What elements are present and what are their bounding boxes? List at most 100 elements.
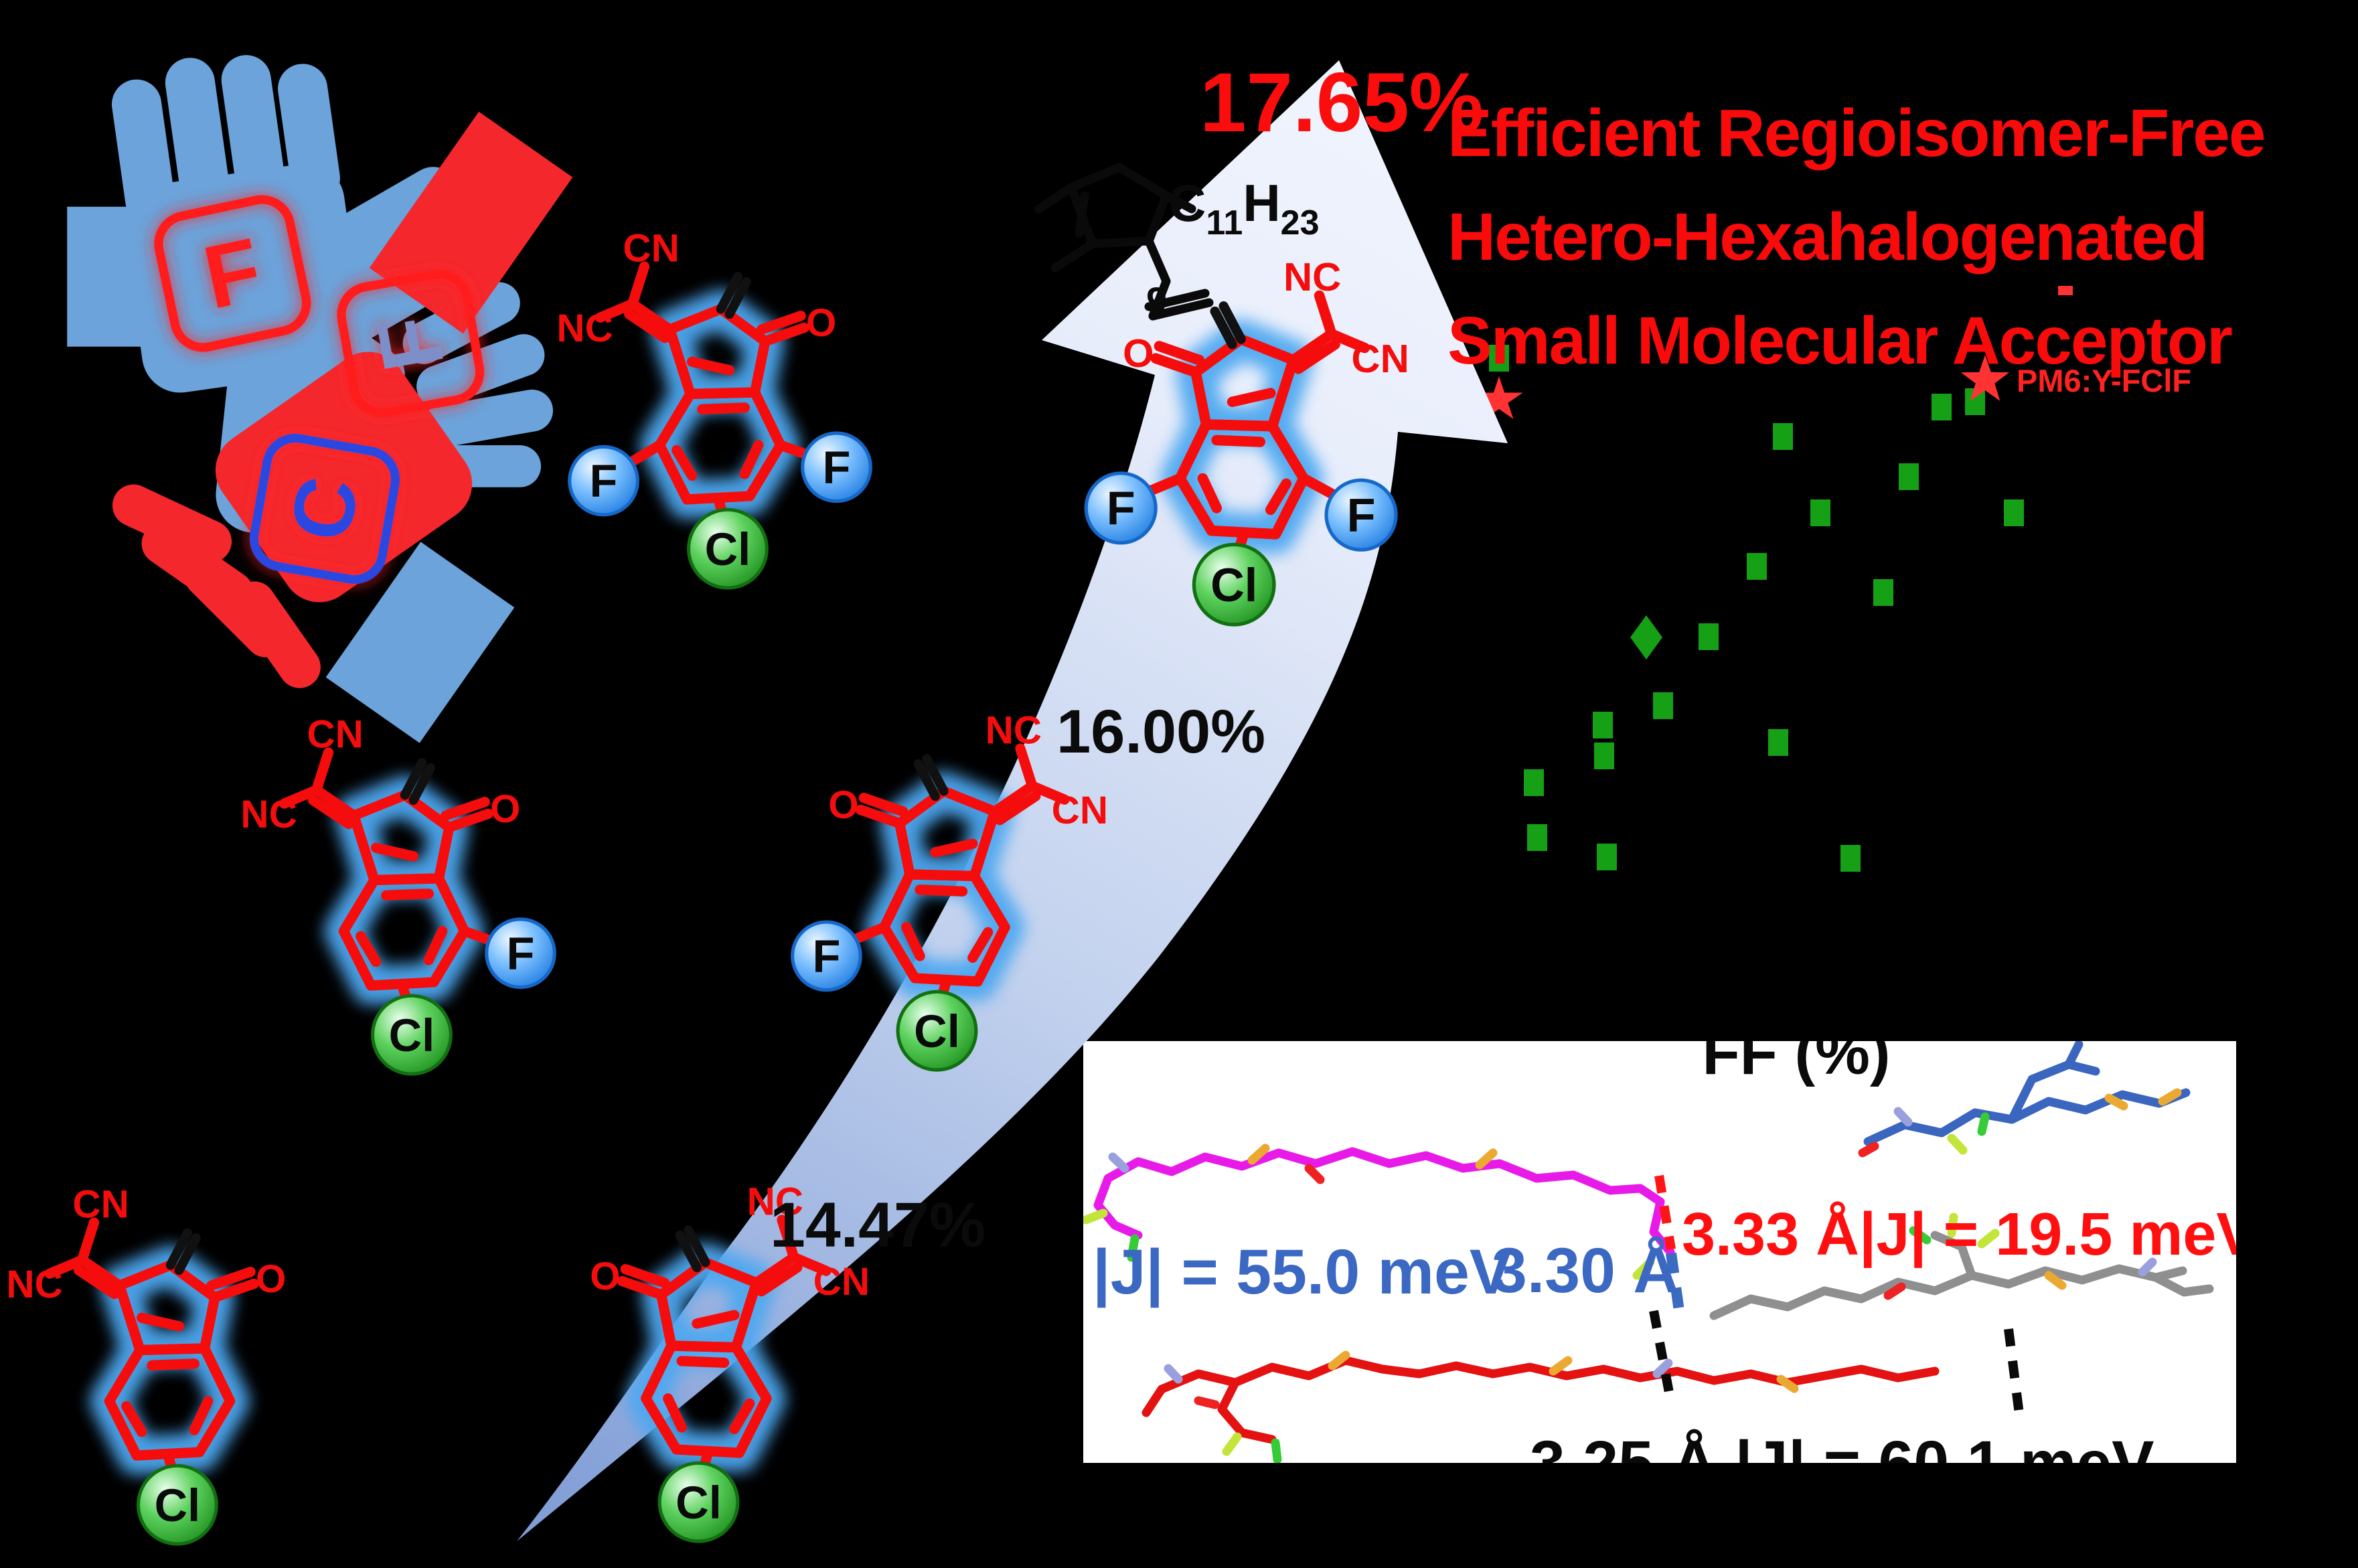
o-label: O bbox=[1123, 331, 1154, 376]
cn-label: CN bbox=[307, 712, 363, 756]
structure-fcl: F Cl CN NC O bbox=[240, 712, 556, 1076]
title-line-2: Hetero-Hexahalogenated bbox=[1447, 200, 2207, 275]
structure-cl: Cl CN NC O bbox=[6, 1182, 286, 1546]
nc-label: NC bbox=[240, 793, 297, 836]
title-line-3: Small Molecular Acceptor bbox=[1447, 303, 2232, 378]
atom-badge-cl bbox=[657, 1461, 740, 1543]
acceptor-donor-core bbox=[1034, 163, 1214, 321]
structure-ffcl-on-arrow: F F Cl NC CN O bbox=[1084, 254, 1409, 627]
scatter-marker-square bbox=[1899, 463, 1919, 490]
atom-badge-cl bbox=[686, 507, 769, 590]
atom-badge-cl-label: Cl bbox=[914, 1006, 960, 1057]
inset-coupling-red: 3.33 Å|J| = 19.5 meV bbox=[1682, 1201, 2256, 1269]
packing-inset-content: FF (%) |J| = 55.0 meV 3.30 Å 3.33 Å|J| =… bbox=[1083, 1019, 2256, 1499]
structure-fcl-mirrored: F Cl NC CN O bbox=[791, 708, 1108, 1072]
atom-badge-cl-label: Cl bbox=[705, 524, 751, 575]
atom-badge-cl bbox=[1192, 542, 1276, 627]
inset-coupling-blue: |J| = 55.0 meV bbox=[1093, 1237, 1512, 1308]
atom-badge-f bbox=[791, 920, 862, 992]
handshake-illustration: F F C bbox=[67, 55, 573, 743]
scatter-marker-square bbox=[1810, 499, 1830, 526]
inset-axis-label: FF (%) bbox=[1702, 1019, 1890, 1087]
pce-label-2: 16.00% bbox=[1056, 698, 1265, 766]
o-label: O bbox=[490, 787, 520, 831]
o-label: O bbox=[828, 783, 858, 827]
scatter-marker-square bbox=[1489, 345, 1509, 372]
pi-contact-red-dash bbox=[1654, 1174, 1676, 1251]
structure-ffcl: F F Cl CN NC O bbox=[556, 226, 872, 590]
gray-molecule bbox=[1709, 1231, 2214, 1320]
pi-contact-black-dash-1 bbox=[1649, 1310, 1674, 1397]
red-molecule bbox=[1142, 1356, 1940, 1444]
red-hand-fingers bbox=[112, 484, 321, 688]
pi-contact-black-dash-2 bbox=[2004, 1328, 2024, 1415]
alkyl-subscript-fragment: 9 bbox=[1146, 279, 1167, 321]
atom-badge-f bbox=[1324, 478, 1398, 552]
cn-label: CN bbox=[1351, 336, 1409, 381]
atom-badge-f-label: F bbox=[1347, 489, 1376, 542]
o-label: O bbox=[256, 1257, 286, 1301]
cn-label: CN bbox=[72, 1182, 129, 1226]
chlorine-badge: C bbox=[249, 433, 400, 584]
atom-badge-f-label: F bbox=[507, 928, 535, 979]
inset-distance-blue: 3.30 Å bbox=[1492, 1235, 1679, 1306]
atom-badge-f-label: F bbox=[1107, 482, 1135, 535]
atom-badge-f bbox=[485, 917, 556, 990]
atom-badge-cl-label: Cl bbox=[155, 1480, 201, 1531]
gray-molecule-atom-tips bbox=[1883, 1212, 2157, 1300]
red-molecule-atom-tips bbox=[1164, 1350, 1799, 1463]
cn-label: CN bbox=[813, 1260, 870, 1304]
magenta-molecule-atom-tips bbox=[1083, 1144, 1655, 1280]
scatter-marker-square bbox=[1527, 824, 1547, 851]
title-block: Efficient Regioisomer-Free Hetero-Hexaha… bbox=[1447, 96, 2266, 378]
atom-badge-f-label: F bbox=[812, 931, 840, 982]
blue-molecule bbox=[1863, 1041, 2191, 1146]
nc-label: NC bbox=[747, 1180, 803, 1223]
scatter-marker-square bbox=[1768, 729, 1788, 756]
scatter-marker-square bbox=[1699, 623, 1719, 650]
scatter-marker-square bbox=[1773, 423, 1793, 450]
nc-label: NC bbox=[986, 708, 1042, 752]
nc-label: NC bbox=[1283, 254, 1341, 299]
inset-coupling-black: 3.25 Å |J| = 60.1 meV bbox=[1530, 1428, 2154, 1499]
cn-label: CN bbox=[1052, 789, 1108, 832]
alkyl-chain-label: C11H23 bbox=[1168, 173, 1320, 242]
scatter-marker-square bbox=[1747, 553, 1767, 580]
atom-badge-cl bbox=[136, 1464, 218, 1546]
atom-badge-cl bbox=[370, 994, 453, 1076]
o-label: O bbox=[806, 301, 836, 345]
scatter-marker-square bbox=[1594, 742, 1614, 769]
nc-label: NC bbox=[6, 1263, 62, 1306]
scatter-marker-square bbox=[1840, 845, 1861, 872]
scatter-marker-square bbox=[1593, 712, 1613, 738]
scatter-marker-square bbox=[1524, 769, 1544, 796]
red-palm bbox=[215, 351, 473, 603]
nc-label: NC bbox=[556, 307, 613, 350]
blue-arm-bottom bbox=[325, 542, 515, 743]
legend-label: PM6:Y-FClF bbox=[2017, 363, 2191, 398]
title-line-1: Efficient Regioisomer-Free bbox=[1447, 96, 2265, 171]
structure-cl-mirrored: Cl NC CN O bbox=[590, 1180, 870, 1543]
atom-badge-f bbox=[801, 431, 872, 503]
atom-badge-cl-label: Cl bbox=[1210, 558, 1257, 611]
scatter-marker-square bbox=[2004, 499, 2024, 526]
atom-badge-f-label: F bbox=[590, 455, 618, 507]
atom-badge-f bbox=[1084, 471, 1158, 545]
scatter-marker-square bbox=[2058, 286, 2073, 295]
blue-molecule-atom-tips bbox=[1858, 1088, 2182, 1158]
pce-label-1: 14.47% bbox=[770, 1190, 986, 1261]
pce-label-3: 17.65% bbox=[1200, 56, 1484, 149]
cn-label: CN bbox=[623, 226, 679, 270]
pi-contact-blue-dash bbox=[1666, 1252, 1684, 1312]
scatter-marker-square bbox=[1932, 394, 1952, 420]
scatter-marker-square bbox=[1873, 579, 1893, 606]
atom-badge-cl-label: Cl bbox=[389, 1010, 435, 1061]
atom-badge-cl bbox=[896, 990, 978, 1072]
packing-inset-panel bbox=[1083, 1041, 2236, 1463]
scatter-marker-square bbox=[1653, 692, 1673, 719]
o-label: O bbox=[590, 1255, 620, 1298]
atom-badge-f bbox=[568, 445, 639, 517]
atom-badge-f-label: F bbox=[823, 442, 851, 493]
